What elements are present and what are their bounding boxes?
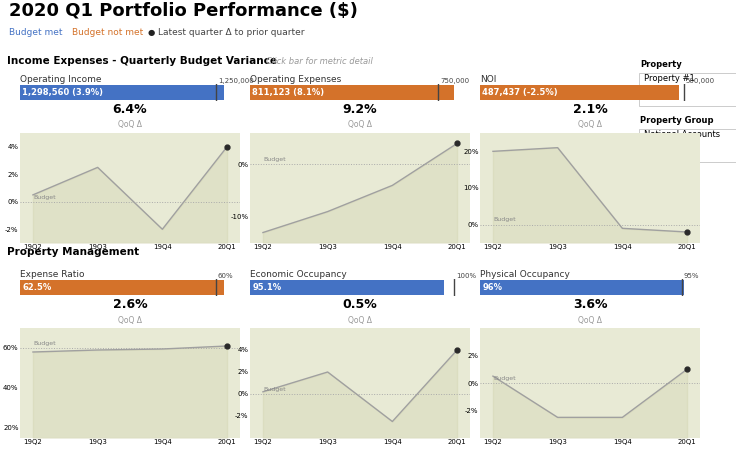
Text: 62.5%: 62.5%: [22, 283, 52, 292]
Text: Physical Occupancy: Physical Occupancy: [480, 270, 570, 279]
Text: National Accounts: National Accounts: [644, 130, 720, 139]
Text: 0.5%: 0.5%: [343, 298, 378, 311]
Text: Budget: Budget: [494, 376, 516, 381]
Text: Budget: Budget: [494, 217, 516, 222]
FancyBboxPatch shape: [639, 128, 736, 162]
Text: 811,123 (8.1%): 811,123 (8.1%): [252, 88, 325, 97]
Text: 95.1%: 95.1%: [252, 283, 281, 292]
Text: QoQ Δ: QoQ Δ: [578, 120, 602, 129]
Text: 1,298,560 (3.9%): 1,298,560 (3.9%): [22, 88, 103, 97]
Text: QoQ Δ: QoQ Δ: [348, 120, 372, 129]
Text: Budget: Budget: [263, 157, 286, 162]
Text: 487,437 (-2.5%): 487,437 (-2.5%): [482, 88, 558, 97]
Text: 750,000: 750,000: [441, 78, 470, 84]
Text: Property: Property: [640, 60, 682, 69]
Text: Budget: Budget: [34, 341, 56, 346]
Text: QoQ Δ: QoQ Δ: [118, 120, 142, 129]
Text: Expense Ratio: Expense Ratio: [20, 270, 85, 279]
Text: Budget met: Budget met: [10, 28, 63, 37]
Text: 60%: 60%: [218, 273, 233, 279]
Text: 100%: 100%: [456, 273, 476, 279]
Text: 2.1%: 2.1%: [573, 104, 607, 117]
Bar: [250, 280, 444, 295]
Text: Click bar for metric detail: Click bar for metric detail: [266, 56, 372, 65]
Text: 3.6%: 3.6%: [573, 298, 607, 311]
Text: 96%: 96%: [482, 283, 502, 292]
Text: Economic Occupancy: Economic Occupancy: [250, 270, 347, 279]
Text: ●: ●: [147, 28, 155, 37]
Text: Budget not met: Budget not met: [72, 28, 144, 37]
Text: 95%: 95%: [684, 273, 699, 279]
Text: QoQ Δ: QoQ Δ: [348, 316, 372, 325]
Text: Property Group: Property Group: [640, 116, 713, 125]
Text: 500,000: 500,000: [686, 78, 715, 84]
Text: Operating Income: Operating Income: [20, 75, 102, 84]
Text: QoQ Δ: QoQ Δ: [118, 316, 142, 325]
Text: Budget: Budget: [34, 195, 56, 200]
Text: 6.4%: 6.4%: [113, 104, 147, 117]
Text: Latest quarter Δ to prior quarter: Latest quarter Δ to prior quarter: [158, 28, 304, 37]
Text: QoQ Δ: QoQ Δ: [578, 316, 602, 325]
Text: Budget: Budget: [263, 387, 286, 392]
Text: Property Management: Property Management: [7, 247, 139, 257]
Text: 9.2%: 9.2%: [343, 104, 378, 117]
FancyBboxPatch shape: [639, 73, 736, 106]
Text: Property #1: Property #1: [644, 74, 695, 83]
Text: Operating Expenses: Operating Expenses: [250, 75, 342, 84]
Text: 2.6%: 2.6%: [113, 298, 147, 311]
Text: 1,250,000: 1,250,000: [219, 78, 254, 84]
Text: NOI: NOI: [480, 75, 496, 84]
Text: 2020 Q1 Portfolio Performance ($): 2020 Q1 Portfolio Performance ($): [10, 1, 358, 19]
Text: Income Expenses - Quarterly Budget Variance: Income Expenses - Quarterly Budget Varia…: [7, 56, 277, 66]
